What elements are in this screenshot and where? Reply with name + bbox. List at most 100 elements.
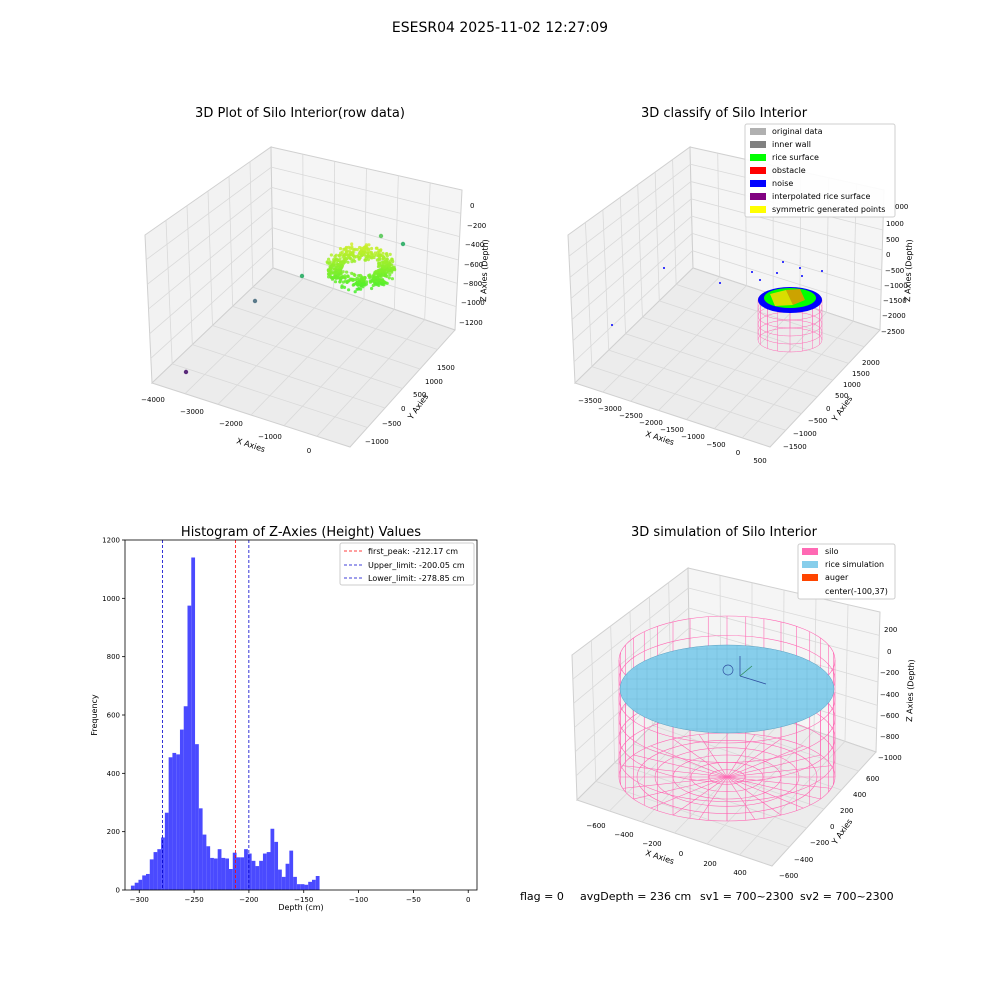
raw-3d-point	[390, 257, 394, 261]
raw-3d-point	[385, 281, 389, 285]
raw-3d-point	[387, 276, 391, 280]
panel-simulation-3d: 3D simulation of Silo Interior −600 −400…	[571, 525, 916, 880]
histogram-bar	[228, 869, 233, 890]
raw-3d-point	[360, 253, 364, 257]
pane-gridline	[619, 197, 626, 334]
raw-3d-point	[340, 250, 344, 254]
raw-3d-point	[346, 260, 350, 264]
histogram-ylabel: Frequency	[90, 694, 99, 736]
raw-3d-point	[335, 266, 340, 270]
histogram-bar	[202, 834, 207, 890]
raw-3d-title: 3D Plot of Silo Interior(row data)	[195, 106, 405, 121]
sim-x-label: X Axies	[644, 848, 675, 866]
histogram-bar	[153, 852, 158, 890]
classify-legend: original data inner wall rice surface ob…	[744, 123, 896, 218]
histogram-bar	[221, 857, 226, 890]
histogram-bar	[278, 869, 282, 890]
histogram-bar	[270, 828, 275, 890]
silo-floor-spoke	[672, 738, 728, 778]
sim-x-tick: −200	[642, 840, 661, 848]
raw-3d-point	[327, 257, 331, 261]
raw-z-tick: 0	[470, 202, 474, 210]
panel-histogram: Histogram of Z-Axies (Height) Values −30…	[90, 525, 478, 912]
legend-swatch-auger	[802, 574, 818, 581]
raw-3d-point	[389, 269, 393, 273]
raw-3d-point	[333, 280, 338, 284]
raw-3d-point	[388, 262, 392, 266]
raw-3d-point	[343, 274, 347, 278]
raw-3d-point	[339, 261, 343, 265]
raw-3d-point	[362, 282, 366, 286]
histogram-xtick-label: −250	[184, 896, 203, 904]
legend-swatch-noise	[750, 180, 766, 187]
raw-3d-point	[373, 251, 377, 255]
raw-3d-point	[340, 284, 344, 288]
raw-3d-point	[348, 246, 352, 250]
sim-z-label: Z Axies (Depth)	[905, 659, 916, 722]
raw-3d-point	[334, 270, 338, 275]
pane-gridline	[569, 181, 692, 278]
raw-3d-yticks: −1000 −500 0 500 1000 1500	[365, 364, 455, 446]
pane-gridline	[691, 215, 882, 271]
raw-x-tick: 0	[307, 447, 311, 455]
raw-3d-point	[377, 283, 381, 287]
panel-raw-3d: 3D Plot of Silo Interior(row data) −4000…	[141, 106, 490, 455]
pane-gridline	[608, 349, 802, 414]
sim-x-tick: 0	[679, 850, 683, 858]
raw-3d-point	[344, 250, 348, 254]
classify-noise-point	[776, 272, 778, 274]
raw-3d-point	[331, 264, 336, 268]
sim-z-tick: −400	[880, 691, 899, 699]
pane-gridline	[654, 172, 660, 301]
classify-3d-title: 3D classify of Silo Interior	[641, 106, 808, 121]
raw-z-tick: −1000	[461, 299, 485, 307]
histogram-bar	[296, 884, 301, 890]
raw-3d-point	[364, 280, 369, 284]
raw-3d-point	[372, 276, 376, 280]
raw-3d-point	[372, 279, 376, 283]
raw-3d-point	[375, 246, 379, 250]
histogram-bar	[255, 866, 260, 890]
pane-gridline	[717, 153, 721, 277]
raw-3d-point	[342, 285, 347, 289]
pane-gridline	[570, 198, 692, 299]
pane-gridline	[692, 233, 882, 291]
raw-x-tick: −2000	[219, 420, 243, 428]
raw-3d-point	[355, 276, 359, 280]
raw-3d-point	[340, 275, 344, 279]
histogram-bar	[195, 744, 199, 890]
raw-3d-point	[388, 252, 392, 256]
raw-3d-point	[338, 257, 342, 261]
histogram-bar	[232, 852, 237, 890]
histogram-ytick-label: 200	[107, 828, 120, 836]
flag-text: flag = 0	[520, 890, 564, 903]
sim-y-tick: −400	[794, 856, 813, 864]
classify-3d-yticks: −1500 −1000 −500 0 500 1000 1500 2000	[783, 359, 880, 451]
legend-label: interpolated rice surface	[772, 192, 870, 201]
raw-3d-point	[342, 260, 346, 264]
cls-y-tick: 1500	[852, 370, 870, 378]
sim-z-tick: 200	[884, 626, 897, 634]
sim-z-tick: −1000	[878, 754, 902, 762]
histogram-bar	[251, 860, 256, 890]
raw-3d-point	[353, 259, 357, 263]
raw-y-tick: 500	[413, 391, 426, 399]
classify-3d-xticks: −3500 −3000 −2500 −2000 −1500 −1000 −500…	[578, 397, 767, 465]
sim-x-tick: 200	[703, 860, 716, 868]
pane-gridline	[625, 333, 818, 398]
pane-gridline	[602, 209, 610, 351]
silo-floor-spoke	[633, 754, 728, 778]
raw-3d-point	[338, 247, 343, 251]
histogram-bar	[157, 849, 162, 890]
silo-floor-spoke	[726, 776, 756, 820]
center-axis-y	[739, 665, 753, 677]
raw-3d-point	[346, 253, 350, 257]
cls-x-tick: −2500	[619, 412, 643, 420]
raw-3d-point	[364, 248, 368, 252]
legend-label: rice surface	[772, 153, 819, 162]
raw-3d-outlier-point	[183, 369, 189, 375]
raw-3d-point	[352, 272, 356, 276]
cls-z-tick: −2000	[882, 312, 906, 320]
histogram-reference-lines	[162, 540, 250, 890]
